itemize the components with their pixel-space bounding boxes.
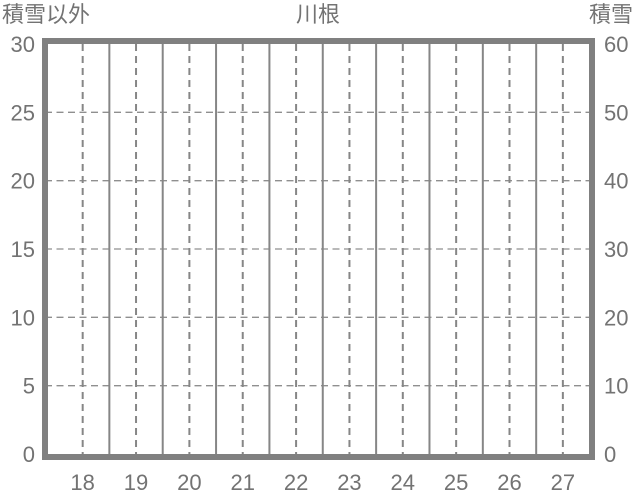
y-axis-left-tick-label: 0 bbox=[23, 442, 35, 467]
x-axis-tick-label: 23 bbox=[337, 470, 361, 495]
y-axis-right-tick-label: 40 bbox=[604, 169, 628, 194]
plot-border bbox=[42, 38, 595, 460]
y-axis-right-tick-label: 10 bbox=[604, 374, 628, 399]
x-axis-tick-label: 20 bbox=[177, 470, 201, 495]
y-axis-left-tick-label: 15 bbox=[11, 237, 35, 262]
x-axis-tick-label: 26 bbox=[497, 470, 521, 495]
y-axis-left-tick-label: 20 bbox=[11, 169, 35, 194]
y-axis-left-tick-label: 10 bbox=[11, 305, 35, 330]
left-axis-title: 積雪以外 bbox=[2, 2, 91, 27]
x-axis-tick-label: 24 bbox=[391, 470, 415, 495]
y-axis-right-tick-label: 30 bbox=[604, 237, 628, 262]
y-axis-right-tick-label: 60 bbox=[604, 32, 628, 57]
y-axis-left-tick-label: 30 bbox=[11, 32, 35, 57]
y-axis-right-tick-label: 50 bbox=[604, 100, 628, 125]
x-axis-tick-label: 22 bbox=[284, 470, 308, 495]
x-axis-tick-label: 27 bbox=[551, 470, 575, 495]
chart-title: 川根 bbox=[295, 2, 341, 27]
x-axis-tick-label: 25 bbox=[444, 470, 468, 495]
y-axis-left-tick-label: 25 bbox=[11, 100, 35, 125]
x-axis-tick-label: 19 bbox=[124, 470, 148, 495]
x-axis-tick-label: 18 bbox=[70, 470, 94, 495]
y-axis-left-tick-label: 5 bbox=[23, 374, 35, 399]
right-axis-title: 積雪 bbox=[588, 2, 633, 27]
x-axis-tick-label: 21 bbox=[230, 470, 254, 495]
y-axis-right-tick-label: 0 bbox=[604, 442, 616, 467]
y-axis-right-tick-label: 20 bbox=[604, 305, 628, 330]
